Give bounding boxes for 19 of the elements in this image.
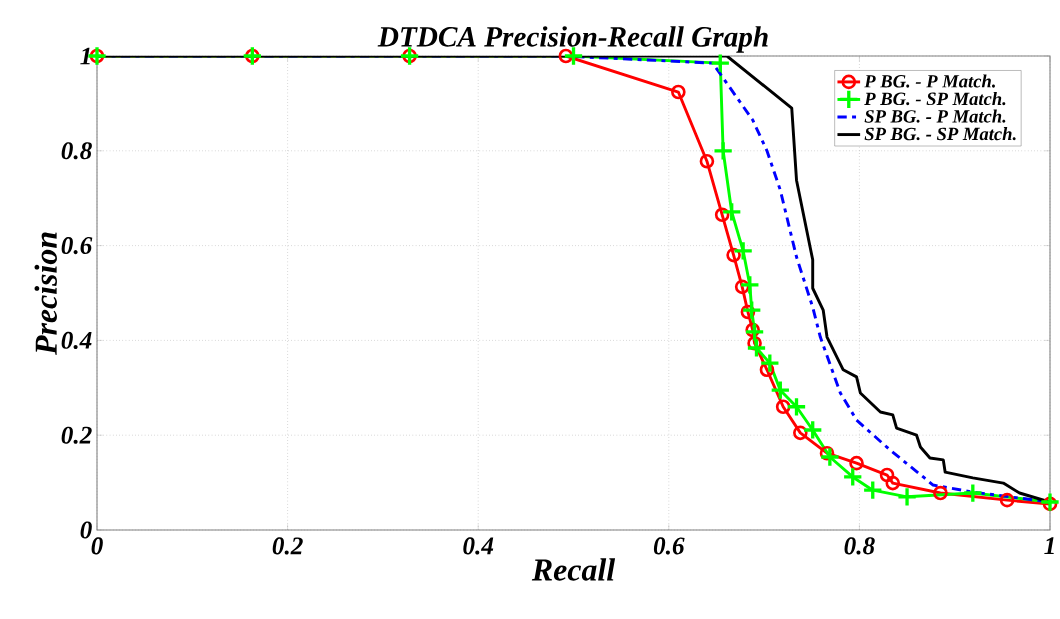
x-tick-label: 0.2 xyxy=(272,537,303,555)
legend-label: SP BG. - SP Match. xyxy=(864,127,1016,141)
x-tick-label: 0 xyxy=(91,537,103,555)
y-tick-label: 0 xyxy=(80,521,92,539)
x-tick-label: 0.6 xyxy=(653,537,685,555)
y-tick-label: 0.6 xyxy=(61,237,93,255)
x-tick-label: 1 xyxy=(1044,537,1054,555)
y-tick-label: 0.2 xyxy=(61,426,92,444)
legend-label: P BG. - P Match. xyxy=(864,74,995,88)
x-axis-title: Recall xyxy=(531,558,616,581)
y-tick-label: 1 xyxy=(80,47,90,65)
y-tick-label: 0.4 xyxy=(61,331,92,349)
x-tick-label: 0.8 xyxy=(844,537,875,555)
chart-title: DTDCA Precision-Recall Graph xyxy=(377,26,768,53)
x-tick-label: 0.4 xyxy=(463,537,494,555)
legend-label: SP BG. - P Match. xyxy=(864,109,1006,123)
y-tick-label: 0.8 xyxy=(61,142,92,160)
y-axis-title: Precision xyxy=(34,232,57,356)
legend-label: P BG. - SP Match. xyxy=(864,92,1006,106)
